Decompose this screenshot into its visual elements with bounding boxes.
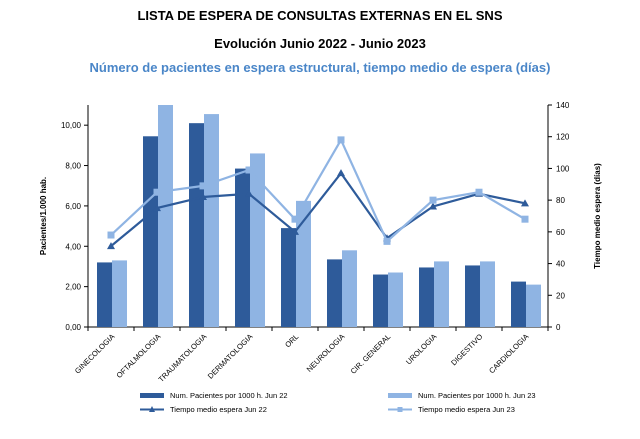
bar-jun23 [296, 200, 311, 327]
marker-jun22 [291, 227, 299, 235]
line-jun22 [110, 171, 526, 247]
x-tick-label: TRAUMATOLOGIA [157, 332, 209, 384]
y-axis-title: Pacientes/1.000 hab. [39, 177, 48, 255]
bar-jun23 [388, 272, 403, 327]
bar-jun23 [112, 260, 127, 327]
marker-jun22 [337, 169, 345, 177]
y2-tick-label: 100 [556, 164, 570, 173]
legend-label: Num. Pacientes por 1000 h. Jun 22 [170, 391, 288, 400]
x-tick-label: UROLOGIA [404, 332, 438, 366]
marker-jun23 [153, 188, 161, 196]
y2-tick-label: 0 [556, 323, 561, 332]
x-tick-label: CARDIOLOGIA [487, 332, 530, 375]
bar-jun22 [235, 168, 250, 327]
x-tick-label: OFTALMOLOGIA [115, 332, 163, 380]
bar-jun22 [143, 136, 158, 327]
bar-jun23 [342, 250, 357, 327]
marker-jun22 [107, 242, 115, 250]
legend-swatch [388, 393, 412, 398]
bar-jun22 [189, 123, 204, 327]
x-tick-label: NEUROLOGIA [305, 332, 347, 374]
marker-jun22 [245, 189, 253, 197]
marker-jun23 [383, 237, 391, 245]
legend-marker [149, 406, 155, 412]
y-tick-label: 10,00 [61, 121, 82, 130]
marker-jun22 [199, 192, 207, 200]
y-tick-label: 6,00 [65, 202, 81, 211]
marker-jun23 [107, 231, 115, 239]
x-tick-label: GINECOLOGIA [73, 332, 116, 375]
x-tick-label: DIGESTIVO [449, 332, 484, 367]
bar-jun23 [434, 261, 449, 327]
chart-subtitle: Evolución Junio 2022 - Junio 2023 [214, 36, 426, 51]
bar-jun23 [204, 114, 219, 327]
y2-tick-label: 140 [556, 101, 570, 110]
y2-tick-label: 40 [556, 260, 565, 269]
marker-jun23 [245, 166, 253, 174]
bar-jun22 [419, 267, 434, 327]
x-tick-label: ORL [283, 332, 300, 349]
y2-tick-label: 80 [556, 196, 565, 205]
chart-title: LISTA DE ESPERA DE CONSULTAS EXTERNAS EN… [137, 8, 503, 23]
bar-jun23 [480, 261, 495, 327]
marker-jun23 [291, 215, 299, 223]
marker-jun23 [429, 196, 437, 204]
bar-jun22 [373, 274, 388, 327]
bar-jun22 [281, 228, 296, 327]
x-tick-label: CIR. GENERAL [349, 332, 393, 376]
y2-tick-label: 20 [556, 291, 565, 300]
marker-jun22 [521, 199, 529, 207]
y2-tick-label: 120 [556, 133, 570, 142]
y-tick-label: 4,00 [65, 242, 81, 251]
legend-marker [397, 407, 403, 412]
marker-jun22 [429, 202, 437, 210]
bar-jun22 [327, 259, 342, 327]
legend-label: Num. Pacientes por 1000 h. Jun 23 [418, 391, 536, 400]
bar-jun22 [465, 265, 480, 327]
marker-jun23 [337, 136, 345, 144]
marker-jun22 [153, 204, 161, 212]
marker-jun23 [475, 188, 483, 196]
legend-label: Tiempo medio espera Jun 22 [170, 405, 267, 414]
bar-jun22 [511, 281, 526, 327]
legend-label: Tiempo medio espera Jun 23 [418, 405, 515, 414]
bar-jun23 [526, 284, 541, 327]
y-tick-label: 0,00 [65, 323, 81, 332]
bar-jun23 [158, 105, 173, 327]
legend-swatch [140, 393, 164, 398]
marker-jun23 [521, 215, 529, 223]
y-tick-label: 2,00 [65, 283, 81, 292]
chart-subtitle-secondary: Número de pacientes en espera estructura… [89, 60, 551, 75]
y2-tick-label: 60 [556, 228, 565, 237]
line-jun23 [110, 137, 526, 244]
y2-axis-title: Tiempo medio espera (días) [593, 163, 602, 269]
marker-jun23 [199, 182, 207, 190]
y-tick-label: 8,00 [65, 162, 81, 171]
x-tick-label: DERMATOLOGIA [206, 332, 255, 381]
bar-jun22 [97, 262, 112, 327]
